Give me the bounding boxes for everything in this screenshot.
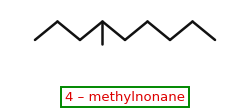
Text: 4 – methylnonane: 4 – methylnonane — [65, 91, 185, 104]
